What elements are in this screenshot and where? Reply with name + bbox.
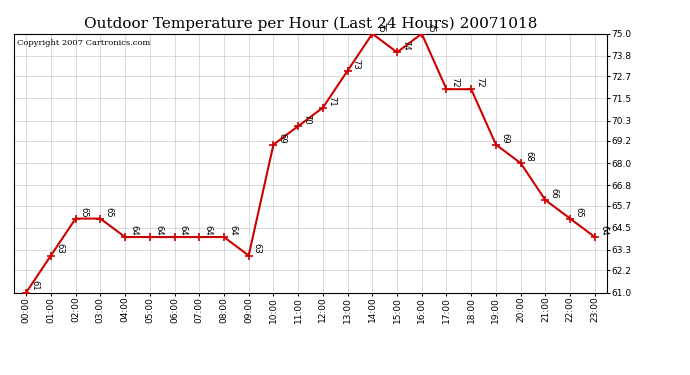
Text: 74: 74 [401, 40, 410, 51]
Text: 69: 69 [500, 133, 509, 143]
Text: 71: 71 [327, 96, 336, 106]
Text: 72: 72 [475, 77, 484, 88]
Text: 72: 72 [451, 77, 460, 88]
Text: 64: 64 [129, 225, 138, 236]
Text: 65: 65 [104, 207, 113, 217]
Text: 75: 75 [377, 22, 386, 32]
Text: 64: 64 [154, 225, 163, 236]
Text: 69: 69 [277, 133, 286, 143]
Text: 66: 66 [549, 188, 558, 199]
Text: 63: 63 [253, 243, 262, 254]
Text: 64: 64 [599, 225, 608, 236]
Text: 63: 63 [55, 243, 64, 254]
Text: 75: 75 [426, 22, 435, 32]
Text: 61: 61 [30, 280, 39, 291]
Text: 70: 70 [302, 114, 311, 125]
Text: 65: 65 [80, 207, 89, 217]
Text: 64: 64 [179, 225, 188, 236]
Text: 64: 64 [204, 225, 213, 236]
Text: 73: 73 [352, 58, 361, 69]
Text: 68: 68 [525, 151, 534, 162]
Text: 64: 64 [228, 225, 237, 236]
Title: Outdoor Temperature per Hour (Last 24 Hours) 20071018: Outdoor Temperature per Hour (Last 24 Ho… [83, 17, 538, 31]
Text: Copyright 2007 Cartronics.com: Copyright 2007 Cartronics.com [17, 39, 150, 47]
Text: 65: 65 [574, 207, 583, 217]
